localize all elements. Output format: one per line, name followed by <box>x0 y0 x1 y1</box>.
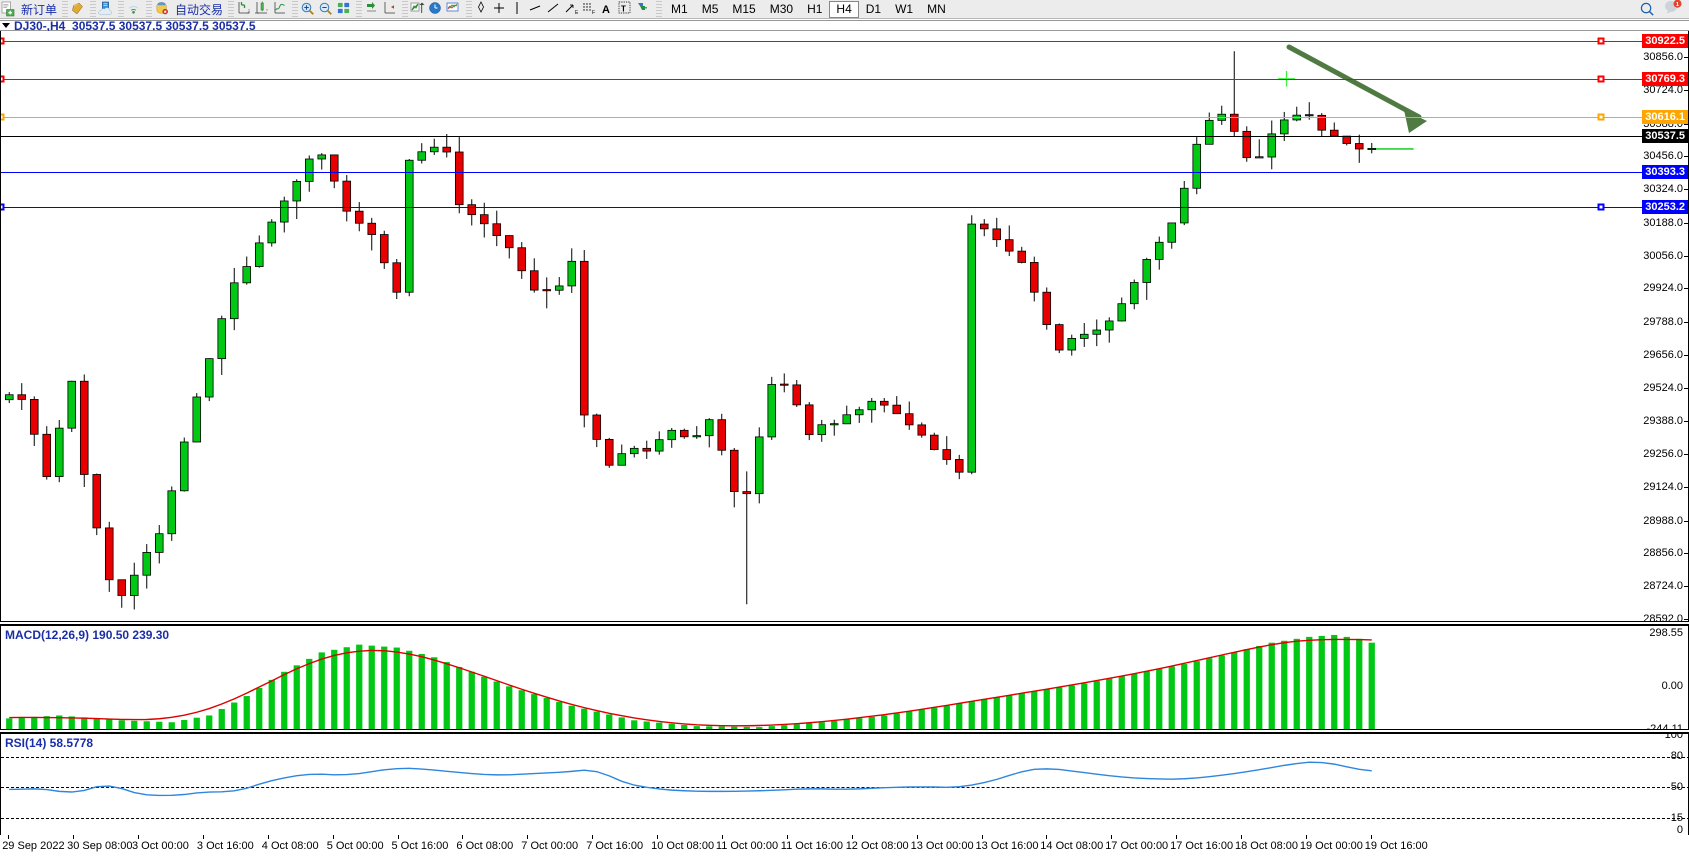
svg-text:F: F <box>592 10 595 16</box>
svg-text:A: A <box>602 4 610 16</box>
svg-text:T: T <box>621 5 626 14</box>
svg-text:E: E <box>575 10 579 16</box>
